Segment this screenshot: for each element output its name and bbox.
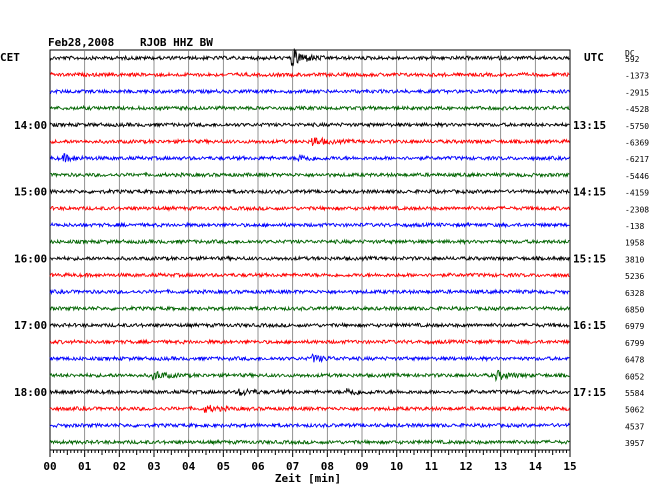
chart-station: RJOB HHZ BW: [140, 36, 213, 49]
seismic-trace: [49, 87, 570, 95]
dc-offset-value: -6369: [625, 139, 649, 148]
dc-offset-value: 4537: [625, 422, 644, 431]
seismic-trace: [49, 338, 570, 346]
seismic-trace: [49, 188, 570, 196]
seismic-trace: [49, 221, 570, 229]
x-axis: 00 01 02 03 04 05 06 07 08 09 10 11 12 13 14 15: [43, 450, 577, 473]
left-hour-label: 18:00: [14, 386, 47, 399]
dc-offset-value: 6328: [625, 289, 644, 298]
dc-offset-value: -2308: [625, 205, 649, 214]
seismic-trace: [49, 254, 570, 263]
hour-labels: 14:00 15:00 16:00 17:00 18:00 13:15 14:15 15:15…: [14, 119, 606, 399]
x-tick-label: 11: [425, 460, 439, 473]
x-tick-label: 07: [286, 460, 299, 473]
seismic-trace: [49, 153, 570, 163]
x-tick-label: 06: [251, 460, 265, 473]
dc-offset-value: 5062: [625, 406, 644, 415]
x-tick-label: 03: [147, 460, 160, 473]
dc-header: DC: [625, 49, 635, 58]
seismic-trace: [49, 71, 570, 79]
dc-offset-value: -138: [625, 222, 644, 231]
x-axis-label: Zeit [min]: [275, 472, 341, 485]
dc-offset-value: 6799: [625, 339, 644, 348]
traces: [49, 48, 570, 446]
left-hour-label: 15:00: [14, 186, 47, 199]
left-hour-label: 17:00: [14, 319, 47, 332]
x-tick-label: 01: [78, 460, 92, 473]
x-tick-label: 13: [494, 460, 507, 473]
right-timezone-label: UTC: [584, 51, 604, 64]
right-hour-label: 13:15: [573, 119, 606, 132]
chart-date: Feb28,2008: [48, 36, 114, 49]
x-tick-label: 12: [459, 460, 472, 473]
seismic-trace: [49, 369, 570, 383]
x-tick-label: 15: [563, 460, 576, 473]
dc-offset-value: 1958: [625, 239, 644, 248]
x-tick-label: 10: [390, 460, 403, 473]
x-tick-label: 00: [43, 460, 56, 473]
dc-offset-value: 5584: [625, 389, 644, 398]
seismic-trace: [49, 404, 570, 413]
x-tick-label: 02: [113, 460, 126, 473]
dc-offset-value: 6850: [625, 306, 644, 315]
x-tick-label: 09: [355, 460, 368, 473]
dc-offset-value: 6478: [625, 356, 644, 365]
dc-offset-value: -4528: [625, 105, 649, 114]
dc-offset-value: 5236: [625, 272, 644, 281]
x-tick-label: 14: [529, 460, 543, 473]
dc-offset-value: 6979: [625, 322, 644, 331]
dc-offset-value: -5446: [625, 172, 649, 181]
seismic-trace: [49, 104, 570, 112]
plot-frame: [49, 49, 571, 451]
x-tick-label: 05: [217, 460, 230, 473]
seismic-trace: [49, 288, 570, 296]
dc-offset-value: -2915: [625, 88, 649, 97]
seismic-trace: [49, 321, 570, 329]
seismic-trace: [49, 271, 570, 279]
seismic-trace: [49, 121, 570, 129]
left-hour-label: 16:00: [14, 252, 47, 265]
dc-offset-value: 6052: [625, 372, 644, 381]
right-hour-label: 17:15: [573, 386, 606, 399]
dc-offset-value: -5750: [625, 122, 649, 131]
seismic-trace: [49, 353, 570, 364]
seismic-trace: [49, 304, 570, 312]
seismic-trace: [49, 438, 570, 446]
dc-offset-value: -6217: [625, 155, 649, 164]
seismic-trace: [49, 171, 570, 179]
x-tick-label: 08: [321, 460, 334, 473]
x-tick-label: 04: [182, 460, 196, 473]
seismic-trace: [49, 238, 570, 246]
seismic-trace: [49, 421, 570, 429]
seismic-trace: [49, 205, 570, 213]
grid: [49, 49, 571, 451]
dc-offset-value: 592: [625, 55, 640, 64]
left-hour-label: 14:00: [14, 119, 47, 132]
dc-offset-value: 3810: [625, 255, 644, 264]
left-timezone-label: CET: [0, 51, 20, 64]
seismic-trace: [49, 48, 570, 67]
seismic-trace: [49, 387, 570, 397]
dc-offset-value: -1373: [625, 72, 649, 81]
dc-offset-value: -4159: [625, 189, 649, 198]
right-hour-label: 16:15: [573, 319, 606, 332]
dc-offset-value: 3957: [625, 439, 644, 448]
right-hour-label: 15:15: [573, 252, 606, 265]
dc-offset-column: 592 -1373 -2915 -4528 -5750 -6369 -6217 -5446 -4…: [625, 55, 649, 448]
right-hour-label: 14:15: [573, 186, 606, 199]
seismic-trace: [49, 136, 570, 147]
